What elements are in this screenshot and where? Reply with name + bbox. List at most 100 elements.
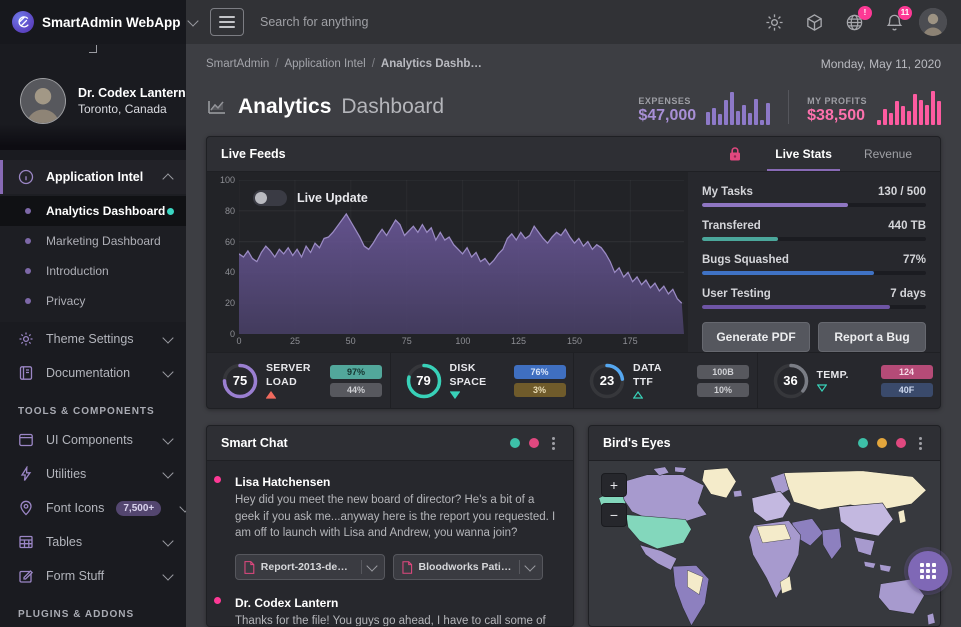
tab-revenue[interactable]: Revenue xyxy=(863,147,912,161)
tab-live-stats[interactable]: Live Stats xyxy=(761,137,846,171)
file-icon xyxy=(244,560,255,574)
sidebar-item-introduction[interactable]: Introduction xyxy=(0,256,186,286)
stat-label: Transfered xyxy=(702,220,761,232)
breadcrumb: SmartAdmin / Application Intel / Analyti… xyxy=(206,58,482,70)
attachment-report-button[interactable]: Report-2013-dem… xyxy=(235,554,385,581)
current-date: Monday, May 11, 2020 xyxy=(820,57,941,71)
chevron-down-icon xyxy=(162,568,174,581)
panel-action-dot-teal[interactable] xyxy=(858,438,868,448)
chat-sender-name: Lisa Hatchensen xyxy=(235,475,331,489)
gauge-badge: 40F xyxy=(880,382,933,397)
profile-name: Dr. Codex Lantern xyxy=(78,86,186,100)
chat-messages: Lisa Hatchensen Hey did you meet the new… xyxy=(207,461,573,626)
user-avatar[interactable] xyxy=(919,8,947,36)
globe-alert-badge: ! xyxy=(858,6,872,20)
trend-down-icon xyxy=(449,391,500,399)
world-map: + − xyxy=(589,461,940,626)
gauge-label: SERVER LOAD xyxy=(266,362,316,399)
expenses-sparkline xyxy=(706,89,771,125)
profile-collapse-chevron-icon[interactable] xyxy=(89,45,97,53)
panel-action-dot-yellow[interactable] xyxy=(877,438,887,448)
sidebar-item-documentation[interactable]: Documentation xyxy=(0,356,186,390)
gauge-ring: 36 xyxy=(772,362,810,400)
live-update-toggle[interactable]: Live Update xyxy=(253,190,368,206)
panel-action-dot-pink[interactable] xyxy=(529,438,539,448)
attachment-bloodworks-button[interactable]: Bloodworks Patie… xyxy=(393,554,543,581)
sidebar-item-font-icons[interactable]: Font Icons 7,500+ xyxy=(0,491,186,525)
panel-title-birds-eyes: Bird's Eyes xyxy=(603,436,671,450)
notifications-bell-icon[interactable]: 11 xyxy=(879,6,912,37)
stat-row: Transfered 440 TB xyxy=(702,220,926,241)
font-icons-count-badge: 7,500+ xyxy=(116,500,162,516)
map-zoom-out-button[interactable]: − xyxy=(601,503,627,527)
progress-bar xyxy=(702,237,926,241)
page-title: Analytics Dashboard xyxy=(206,95,444,119)
gauge-cell: 79 DISK SPACE 76% 3% xyxy=(389,353,574,408)
bell-count-badge: 11 xyxy=(898,6,912,20)
chevron-down-icon xyxy=(162,534,174,547)
chevron-down-icon xyxy=(162,432,174,445)
live-stats-sidebar: My Tasks 130 / 500 Transfered 440 TB Bug… xyxy=(688,172,940,352)
live-feeds-panel: Live Feeds Live Stats Revenue Live Updat… xyxy=(206,136,941,409)
stat-row: Bugs Squashed 77% xyxy=(702,254,926,275)
breadcrumb-current: Analytics Dashb… xyxy=(380,58,482,70)
gauge-ring: 75 xyxy=(221,362,259,400)
topbar-actions: ! 11 xyxy=(759,0,961,44)
bullet-icon xyxy=(25,268,31,274)
bullet-icon xyxy=(25,208,31,214)
search-input[interactable] xyxy=(260,0,560,44)
gauge-value: 23 xyxy=(599,373,615,388)
sidebar-item-application-intel[interactable]: Application Intel xyxy=(0,160,186,194)
birds-eyes-panel: Bird's Eyes + − xyxy=(588,425,941,627)
sidebar-item-privacy[interactable]: Privacy xyxy=(0,286,186,316)
gauge-badge: 124 xyxy=(880,364,933,379)
section-label-plugins: PLUGINS & ADDONS xyxy=(18,609,135,620)
toggle-switch[interactable] xyxy=(253,190,287,206)
profile-card[interactable]: Dr. Codex Lantern Toronto, Canada xyxy=(0,44,186,150)
report-bug-button[interactable]: Report a Bug xyxy=(818,322,926,352)
generate-pdf-button[interactable]: Generate PDF xyxy=(702,322,810,352)
breadcrumb-section[interactable]: Application Intel xyxy=(284,58,366,70)
panel-title-smart-chat: Smart Chat xyxy=(221,436,288,450)
gauge-badge: 10% xyxy=(697,382,749,397)
chat-message-text: Hey did you meet the new board of direct… xyxy=(235,494,556,540)
gauge-value: 79 xyxy=(416,373,431,388)
sidebar-item-form-stuff[interactable]: Form Stuff xyxy=(0,559,186,593)
breadcrumb-home[interactable]: SmartAdmin xyxy=(206,58,270,70)
chat-sender-name: Dr. Codex Lantern xyxy=(235,596,339,611)
sidebar-item-ui-components[interactable]: UI Components xyxy=(0,423,186,457)
gauges-strip: 75 SERVER LOAD 97% 44% 79 DISK SPACE 76% 3… xyxy=(207,352,940,408)
attachment-dropdown-chevron-icon[interactable] xyxy=(524,560,536,572)
apps-cube-icon[interactable] xyxy=(799,7,829,37)
lock-icon xyxy=(727,146,743,162)
trend-up-icon xyxy=(633,390,683,399)
stat-label: My Tasks xyxy=(702,186,753,198)
panel-menu-kebab-icon[interactable] xyxy=(548,435,559,452)
attachment-dropdown-chevron-icon[interactable] xyxy=(366,560,378,572)
sidebar-item-marketing-dashboard[interactable]: Marketing Dashboard xyxy=(0,226,186,256)
profile-location: Toronto, Canada xyxy=(78,102,167,116)
panel-action-dot-pink[interactable] xyxy=(896,438,906,448)
sidebar-item-theme-settings[interactable]: Theme Settings xyxy=(0,322,186,356)
panel-action-dot-teal[interactable] xyxy=(510,438,520,448)
settings-gear-icon[interactable] xyxy=(759,7,789,37)
map-zoom-in-button[interactable]: + xyxy=(601,473,627,497)
live-stats-chart-area: Live Update 0 20 40 60 80 100 0 25 50 75 100 125 15… xyxy=(207,172,688,352)
chat-message: Dr. Codex Lantern Thanks for the file! Y… xyxy=(213,596,557,626)
sidebar-item-analytics-dashboard[interactable]: Analytics Dashboard xyxy=(0,196,186,226)
menu-toggle-button[interactable] xyxy=(210,8,244,36)
sidebar-item-utilities[interactable]: Utilities xyxy=(0,457,186,491)
file-icon xyxy=(402,560,413,574)
app-logo-icon xyxy=(12,11,34,33)
bullet-icon xyxy=(25,298,31,304)
chevron-up-icon xyxy=(162,173,174,185)
language-globe-icon[interactable]: ! xyxy=(839,6,872,37)
quick-menu-fab[interactable] xyxy=(908,551,948,591)
online-status-dot xyxy=(213,475,222,484)
chat-message-text: Thanks for the file! You guys go ahead, … xyxy=(235,615,546,626)
sidebar-item-tables[interactable]: Tables xyxy=(0,525,186,559)
app-logo-dropdown[interactable]: SmartAdmin WebApp xyxy=(0,0,199,44)
panel-menu-kebab-icon[interactable] xyxy=(915,435,926,452)
chart-area-icon xyxy=(208,101,225,114)
gauge-ring: 79 xyxy=(405,362,443,400)
